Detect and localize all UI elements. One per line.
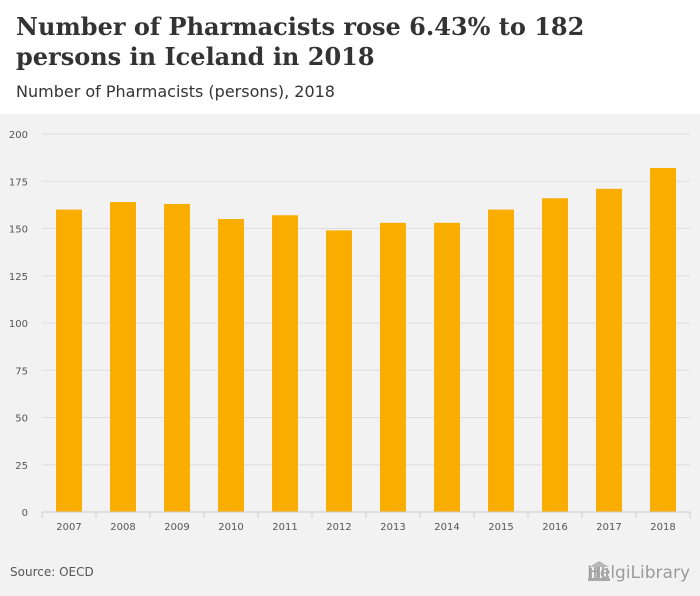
y-tick-label: 175 [9, 177, 28, 188]
bar-chart: 0 25 50 75 100 125 150 175 200 2007 2008 2009 2010 20… [9, 130, 691, 533]
chart-title: Number of Pharmacists rose 6.43% to 182 … [16, 12, 585, 71]
x-tick-label: 2015 [488, 522, 513, 533]
y-tick-label: 25 [15, 461, 28, 472]
y-tick-label: 150 [9, 225, 28, 236]
bar [326, 230, 352, 512]
source-label: Source: OECD [10, 565, 94, 579]
x-tick-label: 2016 [542, 522, 567, 533]
chart-subtitle: Number of Pharmacists (persons), 2018 [16, 82, 335, 101]
bar [488, 209, 514, 512]
x-tick-label: 2007 [56, 522, 81, 533]
y-tick-label: 125 [9, 272, 28, 283]
bar [650, 168, 676, 512]
x-tick-label: 2013 [380, 522, 405, 533]
y-tick-label: 75 [15, 366, 28, 377]
x-tick-label: 2008 [110, 522, 135, 533]
logo-text: HelgiLibrary [587, 563, 690, 583]
x-tick-label: 2018 [650, 522, 675, 533]
library-building-icon [588, 561, 611, 581]
chart-header: Number of Pharmacists rose 6.43% to 182 … [0, 0, 700, 114]
y-tick-label: 100 [9, 319, 28, 330]
chart-plot-area: 0 25 50 75 100 125 150 175 200 2007 2008 2009 2010 20… [0, 114, 700, 554]
bar [596, 188, 622, 512]
x-tick-label: 2010 [218, 522, 243, 533]
bar [434, 222, 460, 512]
helgilibrary-logo: HelgiLibrary [587, 560, 690, 586]
bar [542, 198, 568, 512]
x-tick-label: 2017 [596, 522, 621, 533]
bar [110, 202, 136, 512]
y-tick-label: 200 [9, 130, 28, 141]
bar [218, 219, 244, 513]
y-tick-label: 50 [15, 414, 28, 425]
x-tick-label: 2011 [272, 522, 297, 533]
bar [272, 215, 298, 512]
x-tick-label: 2009 [164, 522, 189, 533]
y-tick-label: 0 [22, 508, 28, 519]
bar [380, 222, 406, 512]
bar [164, 203, 190, 512]
x-tick-label: 2012 [326, 522, 351, 533]
chart-footer: Source: OECD HelgiLibrary [0, 554, 700, 596]
x-tick-label: 2014 [434, 522, 459, 533]
bar [56, 209, 82, 512]
